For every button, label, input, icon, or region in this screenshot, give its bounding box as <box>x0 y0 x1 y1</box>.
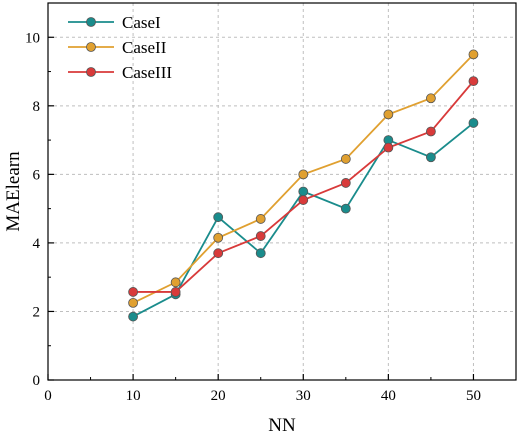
series-layer <box>128 49 479 322</box>
x-tick-label: 30 <box>296 388 311 404</box>
data-point <box>340 154 351 164</box>
data-point <box>170 277 181 288</box>
data-point <box>128 297 138 308</box>
data-point <box>426 93 436 104</box>
data-point <box>383 142 394 153</box>
y-tick-label: 0 <box>33 373 41 389</box>
series-caseii <box>128 49 479 308</box>
data-point <box>298 186 309 197</box>
x-tick-label: 40 <box>381 388 396 404</box>
data-point <box>340 178 351 188</box>
data-point <box>383 109 394 120</box>
legend-label: CaseII <box>122 38 167 57</box>
data-point <box>213 232 224 243</box>
x-tick-label: 10 <box>126 388 141 404</box>
series-caseiii <box>128 76 479 297</box>
legend: CaseI CaseII CaseIII <box>68 13 172 82</box>
legend-item-caseii: CaseII <box>68 38 167 57</box>
axis-ticks: 0 10 20 30 40 50 0 2 4 6 8 10 <box>25 30 481 404</box>
data-point <box>128 287 138 297</box>
data-point <box>468 49 479 60</box>
data-point <box>426 126 436 137</box>
data-point <box>255 248 266 259</box>
legend-item-caseiii: CaseIII <box>68 63 172 82</box>
data-point <box>170 287 181 297</box>
plot-frame <box>47 2 517 381</box>
x-tick-label: 20 <box>211 388 226 404</box>
legend-item-casei: CaseI <box>68 13 161 32</box>
x-axis-title: NN <box>268 415 296 434</box>
y-tick-label: 4 <box>33 236 41 252</box>
data-point <box>340 203 351 214</box>
y-axis-title: MAElearn <box>3 151 24 232</box>
data-point <box>298 169 309 180</box>
x-tick-label: 50 <box>466 388 481 404</box>
x-tick-label: 0 <box>44 388 52 404</box>
legend-label: CaseIII <box>122 63 172 82</box>
data-point <box>255 231 266 241</box>
data-point <box>213 248 224 259</box>
data-point <box>468 118 479 128</box>
legend-marker <box>86 17 96 27</box>
y-tick-label: 10 <box>25 30 40 46</box>
data-point <box>298 195 309 205</box>
y-tick-label: 6 <box>33 167 41 183</box>
y-tick-label: 2 <box>33 304 41 320</box>
data-point <box>128 311 138 322</box>
data-point <box>426 152 436 163</box>
legend-marker <box>86 67 96 77</box>
legend-label: CaseI <box>122 13 161 32</box>
legend-marker <box>86 42 96 52</box>
grid-lines <box>48 3 516 380</box>
data-point <box>213 212 224 223</box>
y-tick-label: 8 <box>33 99 41 115</box>
data-point <box>255 214 266 224</box>
data-point <box>468 76 479 87</box>
